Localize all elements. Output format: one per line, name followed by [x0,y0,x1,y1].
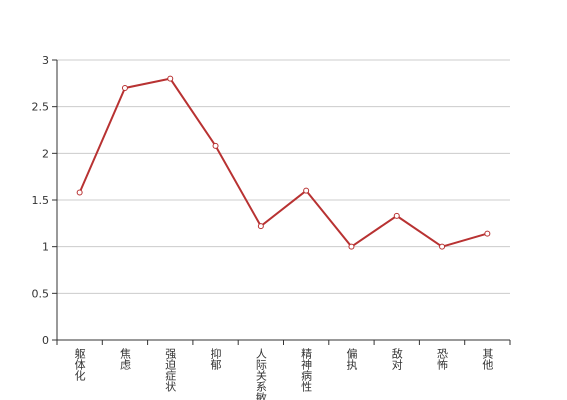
y-tick-label: 1 [42,241,49,254]
point [257,223,264,230]
x-tick-label: 敌对 [390,347,403,370]
point [76,189,83,196]
x-tick-label: 人际关系敏感 [254,348,267,400]
point [121,85,128,91]
y-tick-label: 2 [42,147,49,160]
y-tick-label: 2.5 [32,101,50,114]
x-tick-label: 其他 [481,348,494,370]
x-tick-label: 强迫症状 [164,348,177,392]
point [212,142,219,149]
y-tick-label: 0.5 [32,287,50,300]
x-tick-label: 抑郁 [209,347,222,370]
point [348,243,355,250]
x-tick-label: 恐怖 [436,348,449,370]
point [167,75,174,82]
point [303,187,310,194]
point [439,243,446,250]
y-tick-label: 3 [42,54,49,67]
x-tick-label: 偏执 [345,347,358,371]
y-tick-label: 1.5 [32,194,50,207]
x-tick-label: 焦虑 [118,348,131,370]
x-tick-label: 躯体化 [73,348,86,382]
line [78,77,488,249]
y-tick-label: 0 [42,334,49,347]
point [393,212,400,219]
x-tick-label: 精神病性 [300,348,313,393]
point [484,230,491,237]
